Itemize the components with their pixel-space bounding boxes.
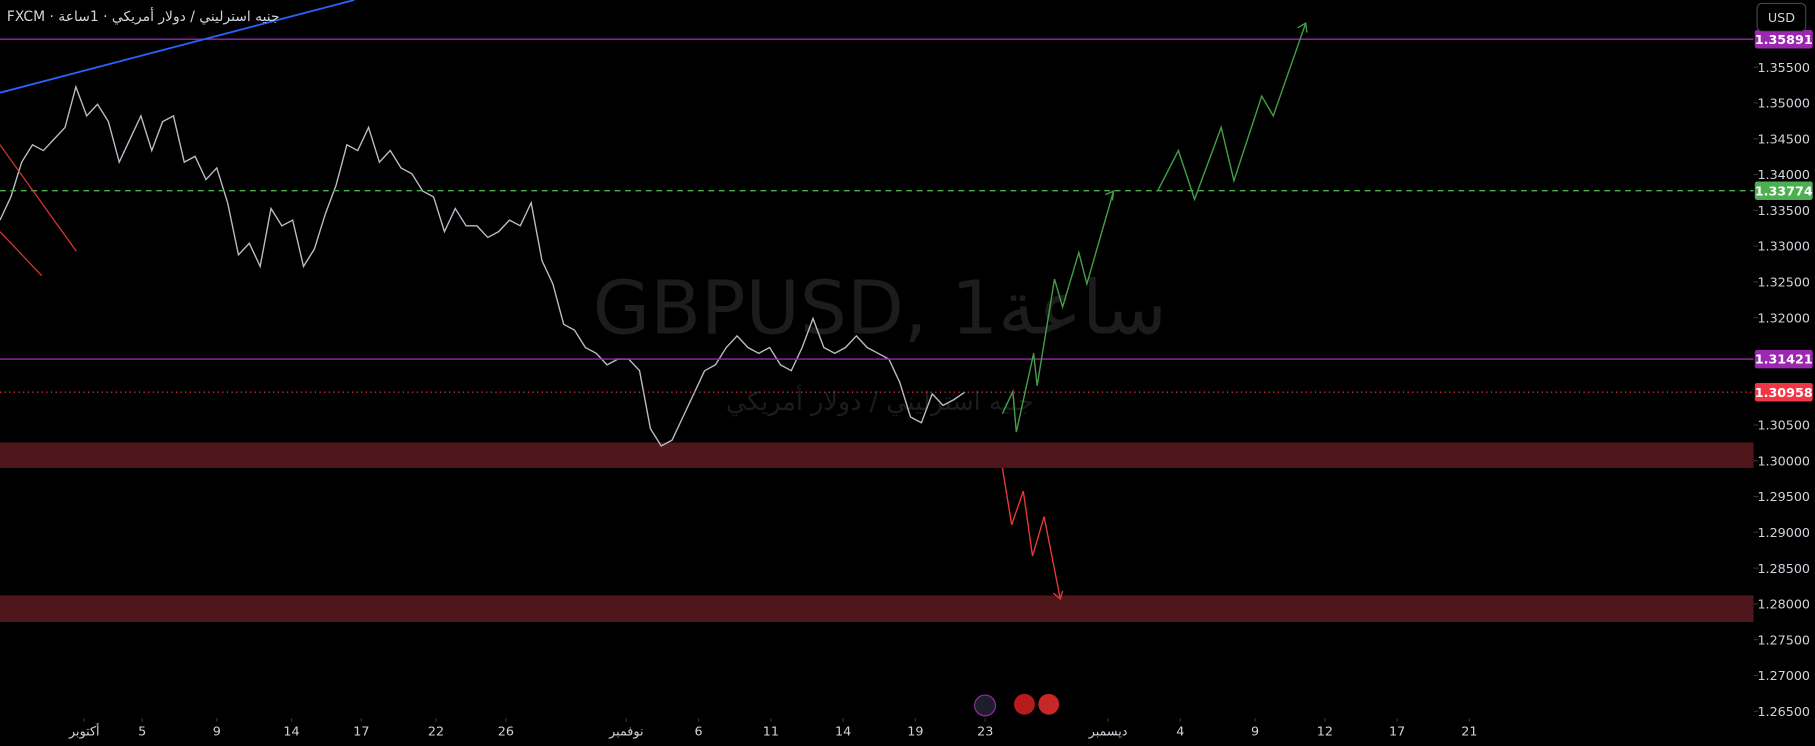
trendline xyxy=(0,0,355,94)
level-label: 1.31421 xyxy=(1755,353,1813,368)
y-tick-label: 1.30000 xyxy=(1757,454,1810,469)
event-icon[interactable] xyxy=(1038,693,1060,715)
y-tick-label: 1.33500 xyxy=(1757,204,1810,219)
x-tick-label: 17 xyxy=(353,725,369,740)
y-tick-label: 1.28500 xyxy=(1757,562,1810,577)
event-icon[interactable] xyxy=(974,694,997,717)
plot xyxy=(0,38,1754,447)
y-tick-label: 1.35500 xyxy=(1757,61,1810,76)
y-tick-label: 1.29500 xyxy=(1757,490,1810,505)
x-tick-label: 9 xyxy=(213,725,221,740)
x-tick-label: ديسمبر xyxy=(1088,725,1128,740)
price-axis xyxy=(1753,0,1815,746)
projection-up xyxy=(1156,22,1307,202)
projection-up xyxy=(1001,190,1115,433)
arrow-head xyxy=(1105,190,1115,201)
channel-line xyxy=(0,231,43,277)
x-tick-label: 19 xyxy=(907,725,923,740)
zone xyxy=(0,595,1754,623)
level-badge xyxy=(1754,382,1813,402)
y-tick-label: 1.32500 xyxy=(1757,276,1810,291)
x-tick-label: 23 xyxy=(977,725,993,740)
y-tick-label: 1.33000 xyxy=(1757,240,1810,255)
zone xyxy=(0,442,1754,468)
level-badge xyxy=(1754,349,1813,369)
currency-button-label[interactable]: USD xyxy=(1768,11,1795,26)
watermark: GBPUSD, 1ساعة xyxy=(593,266,1167,352)
level-badge xyxy=(1754,181,1813,200)
x-tick-label: 14 xyxy=(283,725,299,740)
arrow-head xyxy=(1052,590,1064,601)
x-tick-label: 17 xyxy=(1389,725,1405,740)
y-tick-label: 1.28000 xyxy=(1757,598,1810,613)
level-badge xyxy=(1754,29,1813,49)
projection-down xyxy=(1001,467,1061,600)
x-tick-label: 6 xyxy=(695,725,703,740)
x-tick-label: 11 xyxy=(763,725,779,740)
level-label: 1.30958 xyxy=(1755,386,1813,401)
x-tick-label: 4 xyxy=(1176,725,1184,740)
y-tick-label: 1.34500 xyxy=(1757,132,1810,147)
y-tick-label: 1.29000 xyxy=(1757,526,1810,541)
x-tick-label: 12 xyxy=(1317,725,1333,740)
y-tick-label: 1.26500 xyxy=(1757,705,1810,720)
y-tick-label: 1.35000 xyxy=(1757,97,1810,112)
event-icon[interactable] xyxy=(1013,693,1035,715)
y-tick-label: 1.34000 xyxy=(1757,168,1810,183)
channel-line xyxy=(0,144,77,252)
x-tick-label: نوفمبر xyxy=(608,725,643,740)
x-tick-label: 22 xyxy=(428,725,444,740)
x-tick-label: 26 xyxy=(498,725,514,740)
currency-button[interactable] xyxy=(1756,2,1807,32)
y-tick-label: 1.32000 xyxy=(1757,311,1810,326)
x-tick-label: 14 xyxy=(835,725,851,740)
x-tick-label: أكتوبر xyxy=(68,723,100,740)
level-label: 1.33774 xyxy=(1755,184,1813,199)
x-tick-label: 9 xyxy=(1251,725,1259,740)
level-label: 1.35891 xyxy=(1755,33,1813,48)
arrow-head xyxy=(1297,22,1308,33)
x-tick-label: 5 xyxy=(138,725,146,740)
x-tick-label: 21 xyxy=(1461,725,1477,740)
chart-header: FXCM · جنيه استرليني / دولار أمريكي · 1س… xyxy=(7,7,280,25)
y-tick-label: 1.30500 xyxy=(1757,419,1810,434)
axes: 1.35500 1.35000 1.34500 1.34000 1.33500 1.330… xyxy=(68,29,1813,740)
watermark-subtitle: جنيه استرليني / دولار أمريكي xyxy=(726,384,1034,417)
y-tick-label: 1.27000 xyxy=(1757,669,1810,684)
price-line xyxy=(0,84,966,447)
y-tick-label: 1.27500 xyxy=(1757,633,1810,648)
zones xyxy=(0,442,1754,623)
